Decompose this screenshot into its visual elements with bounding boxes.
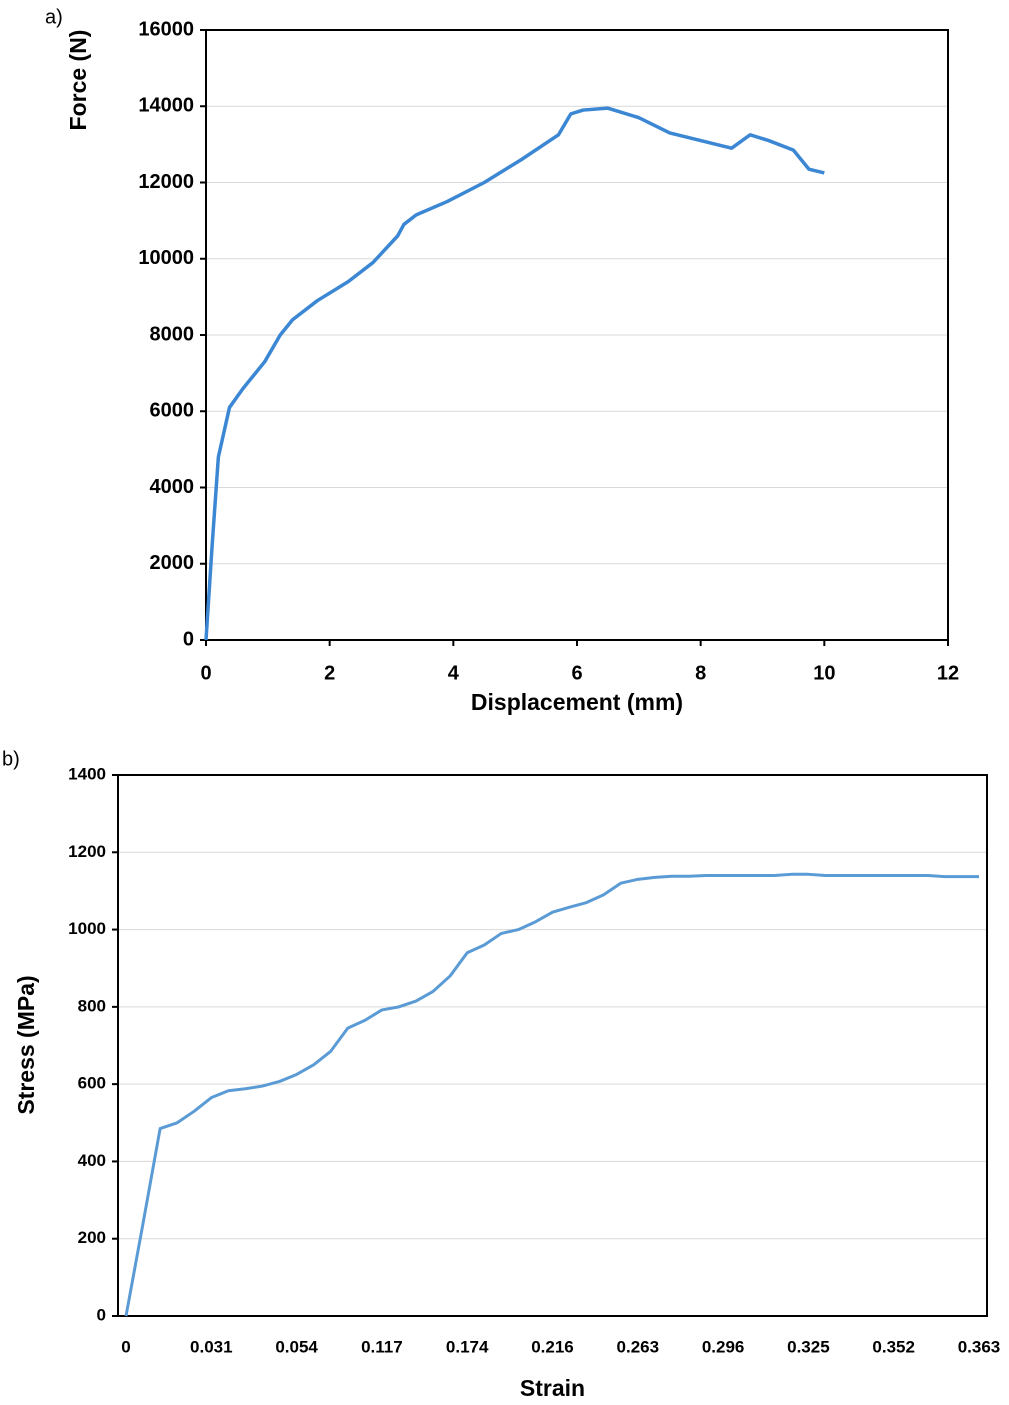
y-tick-label: 14000 — [138, 95, 194, 117]
x-tick-label: 0.216 — [531, 1337, 574, 1356]
y-tick-label: 200 — [78, 1228, 106, 1247]
y-tick-label: 8000 — [150, 323, 195, 345]
y-tick-label: 1400 — [68, 764, 106, 783]
panel-label: a) — [45, 6, 63, 28]
plot-frame — [205, 29, 949, 641]
x-tick-label: 6 — [571, 662, 582, 684]
y-tick-label: 6000 — [150, 400, 195, 422]
x-tick-label: 0.325 — [787, 1337, 830, 1356]
y-tick-label: 4000 — [150, 476, 195, 498]
y-tick-label: 16000 — [138, 18, 194, 40]
y-tick-label: 1000 — [68, 919, 106, 938]
y-tick-label: 0 — [97, 1305, 106, 1324]
x-tick-label: 0.117 — [361, 1337, 403, 1356]
x-tick-label: 0.031 — [190, 1337, 233, 1356]
x-axis-label: Strain — [520, 1375, 585, 1401]
y-tick-label: 400 — [78, 1151, 106, 1170]
x-tick-label: 0 — [121, 1337, 130, 1356]
x-tick-label: 0.352 — [872, 1337, 915, 1356]
y-axis-label: Stress (MPa) — [13, 975, 39, 1114]
y-tick-label: 0 — [183, 628, 194, 650]
x-tick-label: 0 — [200, 662, 211, 684]
x-tick-label: 4 — [448, 662, 460, 684]
y-tick-label: 800 — [78, 996, 106, 1015]
y-tick-label: 2000 — [150, 552, 195, 574]
y-tick-label: 600 — [78, 1074, 106, 1093]
x-tick-label: 0.363 — [958, 1337, 1001, 1356]
x-tick-label: 0.174 — [446, 1337, 489, 1356]
data-line — [124, 872, 979, 1317]
x-tick-label: 0.263 — [617, 1337, 660, 1356]
x-tick-label: 8 — [695, 662, 706, 684]
plot-frame — [117, 774, 988, 1317]
y-axis-label: Force (N) — [65, 30, 91, 131]
y-tick-label: 12000 — [138, 171, 194, 193]
x-tick-label: 0.054 — [275, 1337, 318, 1356]
x-tick-label: 2 — [324, 662, 335, 684]
x-tick-label: 12 — [937, 662, 959, 684]
x-axis-label: Displacement (mm) — [471, 689, 683, 715]
y-tick-label: 1200 — [68, 842, 106, 861]
y-tick-label: 10000 — [138, 247, 194, 269]
x-tick-label: 10 — [813, 662, 835, 684]
data-line — [204, 106, 825, 641]
panel-label: b) — [2, 748, 20, 770]
x-tick-label: 0.296 — [702, 1337, 745, 1356]
